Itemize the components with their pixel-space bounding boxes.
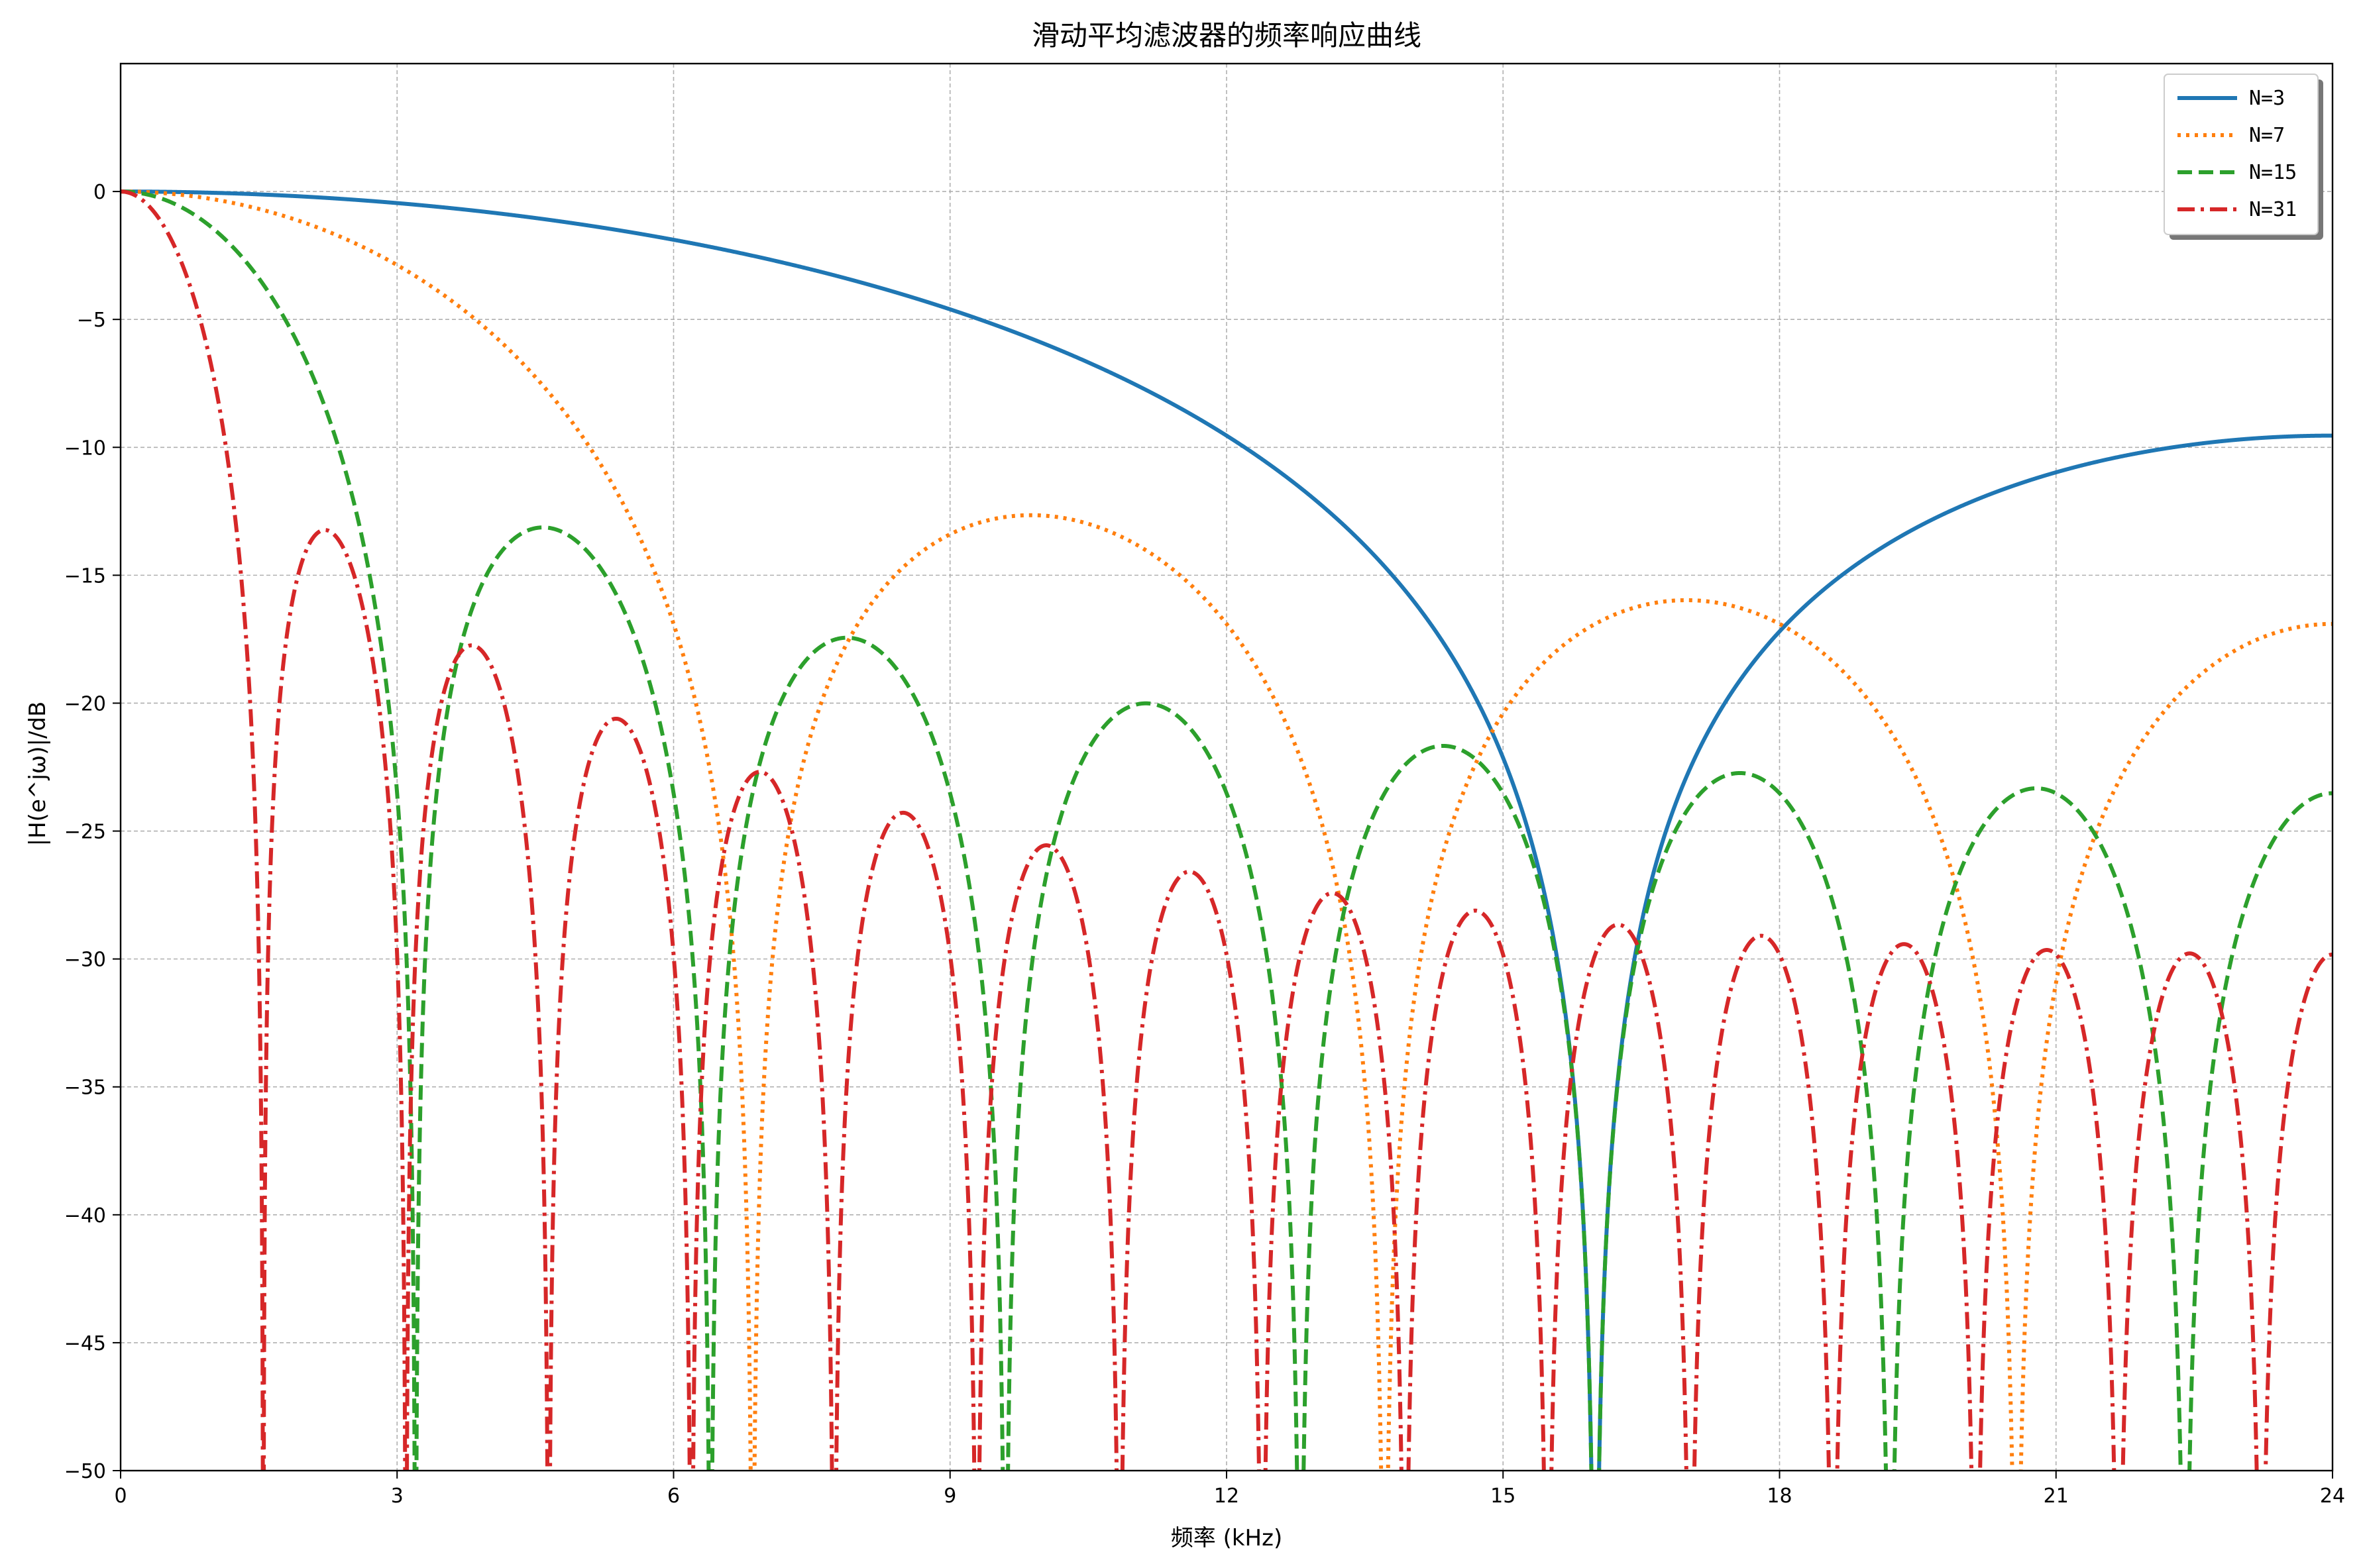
x-tick-label: 0 (114, 1485, 127, 1508)
y-tick-label: −35 (64, 1076, 106, 1100)
x-axis-label: 频率 (kHz) (1171, 1525, 1282, 1551)
chart-title: 滑动平均滤波器的频率响应曲线 (1032, 19, 1421, 52)
y-tick-label: −15 (64, 564, 106, 588)
y-tick-label: −40 (64, 1204, 106, 1228)
y-tick-label: −45 (64, 1332, 106, 1355)
y-tick-label: −25 (64, 821, 106, 844)
legend-label: N=15 (2249, 161, 2297, 184)
x-tick-label: 12 (1214, 1485, 1239, 1508)
y-tick-label: −20 (64, 692, 106, 715)
x-tick-label: 15 (1490, 1485, 1515, 1508)
x-tick-label: 21 (2044, 1485, 2069, 1508)
series-line-n31 (121, 189, 2333, 1471)
y-tick-label: −30 (64, 949, 106, 972)
series-line-n7 (121, 189, 2333, 1471)
y-tick-label: −5 (77, 309, 106, 332)
series-line-n15 (121, 189, 2333, 1471)
y-tick-label: −50 (64, 1460, 106, 1483)
x-tick-label: 18 (1767, 1485, 1792, 1508)
series-line-n3 (121, 189, 2333, 1471)
legend-label: N=7 (2249, 124, 2285, 147)
legend: N=3 N=7 N=15 N=31 (2164, 74, 2323, 240)
legend-box (2164, 74, 2319, 235)
x-tick-label: 9 (944, 1485, 956, 1508)
y-axis-label: |H(e^jω)|/dB (25, 702, 51, 847)
legend-label: N=3 (2249, 87, 2285, 110)
x-tick-label: 24 (2320, 1485, 2345, 1508)
y-tick-label: −10 (64, 437, 106, 460)
plot-area: 0 3 6 9 12 15 18 21 24 0 −5 −10 −15 −20 −25 −30 −35 −40 −4… (64, 62, 2345, 1508)
x-tick-label: 3 (391, 1485, 404, 1508)
x-tick-label: 6 (667, 1485, 680, 1508)
y-tick-label: 0 (93, 181, 106, 204)
legend-label: N=31 (2249, 198, 2297, 221)
